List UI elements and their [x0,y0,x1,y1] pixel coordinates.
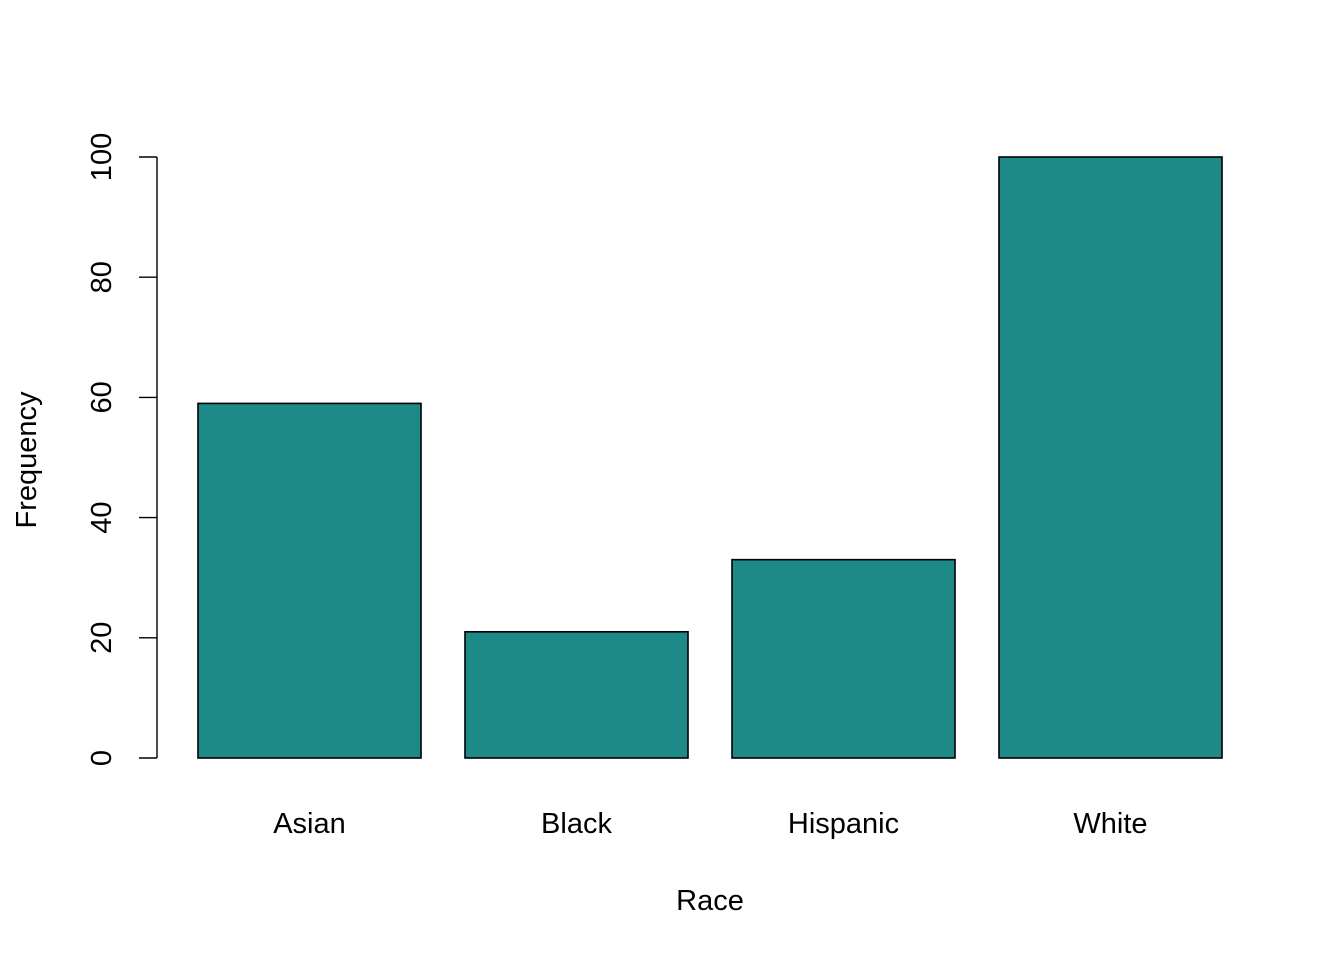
x-axis-labels: Asian Black Hispanic White [273,808,1147,840]
bar-black [464,630,689,759]
x-tick-label-asian: Asian [273,808,346,840]
y-tick-label: 80 [86,261,118,293]
x-tick-label-hispanic: Hispanic [788,808,899,840]
y-axis-title: Frequency [11,391,43,529]
bars [197,156,1223,759]
bar-hispanic [731,558,956,759]
bar-white [998,156,1223,759]
y-tick-label: 20 [86,622,118,654]
x-tick-label-black: Black [541,808,612,840]
y-tick-label: 0 [86,750,118,766]
y-tick-label: 40 [86,501,118,533]
y-axis: 0 20 40 60 80 100 [86,133,158,766]
bar-asian [197,402,422,759]
x-axis-title: Race [676,885,744,917]
y-tick-label: 60 [86,381,118,413]
y-tick-label: 100 [86,133,118,181]
x-tick-label-white: White [1073,808,1147,840]
